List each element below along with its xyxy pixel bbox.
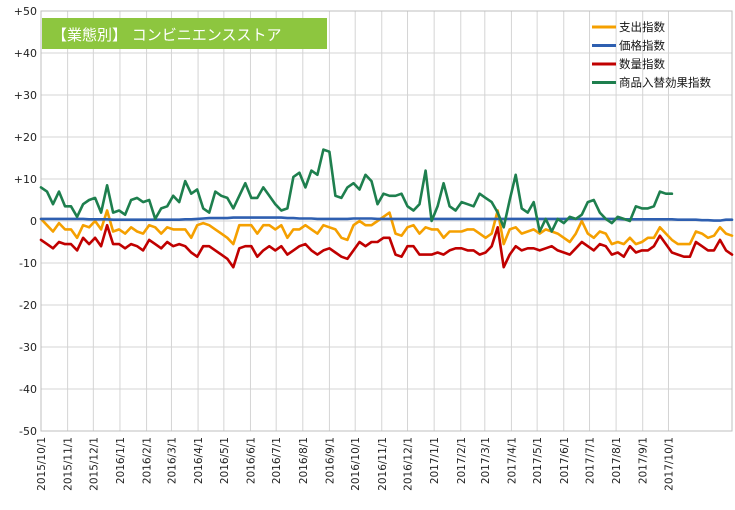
x-tick-label: 2016/10/1 — [350, 437, 362, 491]
x-axis: 2015/10/1 2015/11/1 2015/12/1 2016/1/1 2016/… — [36, 437, 675, 491]
x-tick-label: 2017/2/1 — [456, 437, 468, 484]
y-tick-label: -30 — [19, 341, 37, 354]
x-tick-label: 2015/11/1 — [63, 437, 75, 491]
x-tick-label: 2017/7/1 — [585, 437, 597, 484]
y-tick-label: +40 — [14, 47, 37, 60]
series-line-0 — [39, 209, 734, 246]
y-tick-label: -20 — [19, 299, 37, 312]
y-tick-label: -40 — [19, 383, 37, 396]
x-tick-label: 2017/1/1 — [429, 437, 441, 484]
chart-title: 【業態別】 コンビニエンスストア — [52, 26, 281, 44]
legend-label: 支出指数 — [619, 20, 665, 34]
x-tick-label: 2017/10/1 — [663, 437, 675, 491]
x-tick-label: 2016/7/1 — [271, 437, 283, 484]
x-tick-label: 2016/5/1 — [219, 437, 231, 484]
series-line-3 — [39, 148, 674, 233]
legend-label: 数量指数 — [619, 57, 665, 71]
x-tick-label: 2016/2/1 — [142, 437, 154, 484]
y-tick-label: -10 — [19, 257, 37, 270]
x-tick-label: 2017/9/1 — [638, 437, 650, 484]
x-tick-label: 2016/4/1 — [193, 437, 205, 484]
y-axis: +50 +40 +30 +20 +10 0 -10 -20 -30 -40 -50 — [14, 5, 37, 438]
x-tick-label: 2016/1/1 — [115, 437, 127, 484]
x-tick-label: 2016/8/1 — [298, 437, 310, 484]
x-tick-label: 2015/12/1 — [88, 437, 100, 491]
y-tick-label: -50 — [19, 425, 37, 438]
x-tick-label: 2016/6/1 — [245, 437, 257, 484]
x-tick-label: 2017/8/1 — [611, 437, 623, 484]
y-tick-label: +20 — [14, 131, 37, 144]
chart-title-box: 【業態別】 コンビニエンスストア — [42, 18, 327, 49]
x-tick-label: 2016/9/1 — [324, 437, 336, 484]
y-tick-label: +30 — [14, 89, 37, 102]
x-tick-label: 2016/12/1 — [403, 437, 415, 491]
x-tick-label: 2017/5/1 — [532, 437, 544, 484]
x-tick-label: 2016/3/1 — [166, 437, 178, 484]
series-lines — [39, 148, 734, 269]
series-line-2 — [39, 223, 734, 269]
y-tick-label: +50 — [14, 5, 37, 18]
x-tick-label: 2016/11/1 — [377, 437, 389, 491]
y-tick-label: +10 — [14, 173, 37, 186]
legend-label: 価格指数 — [619, 39, 665, 53]
x-tick-label: 2017/6/1 — [559, 437, 571, 484]
legend-label: 商品入替効果指数 — [619, 76, 711, 90]
x-tick-label: 2017/4/1 — [506, 437, 518, 484]
y-tick-label: 0 — [30, 215, 37, 228]
x-tick-label: 2017/3/1 — [480, 437, 492, 484]
x-tick-label: 2015/10/1 — [36, 437, 48, 491]
